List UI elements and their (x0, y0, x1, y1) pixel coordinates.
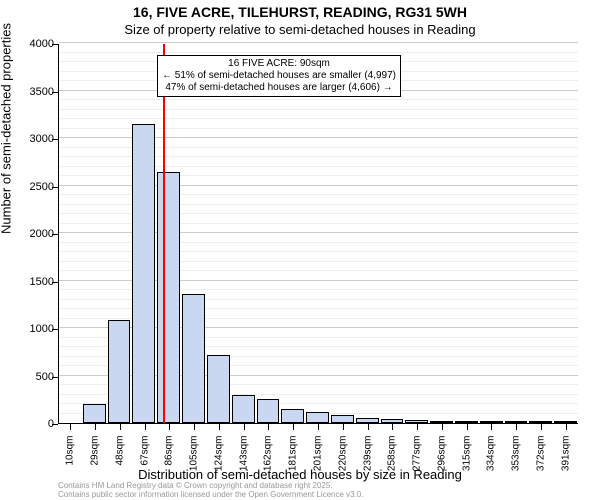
x-tick-label: 162sqm (263, 436, 274, 476)
y-tick-mark (52, 139, 58, 140)
y-tick-mark (52, 282, 58, 283)
x-tick-label: 105sqm (189, 436, 200, 476)
x-tick-mark (268, 424, 269, 430)
y-tick-label: 2000 (14, 228, 54, 240)
plot-area: 16 FIVE ACRE: 90sqm ← 51% of semi-detach… (58, 44, 578, 424)
x-tick-mark (169, 424, 170, 430)
annotation-box: 16 FIVE ACRE: 90sqm ← 51% of semi-detach… (157, 55, 401, 97)
x-tick-label: 48sqm (114, 436, 125, 476)
x-tick-label: 86sqm (164, 436, 175, 476)
bar (356, 418, 379, 423)
x-tick-label: 277sqm (412, 436, 423, 476)
x-tick-mark (516, 424, 517, 430)
reference-line (163, 44, 165, 423)
bar (232, 395, 255, 424)
x-tick-label: 315sqm (461, 436, 472, 476)
x-tick-mark (194, 424, 195, 430)
x-tick-mark (293, 424, 294, 430)
x-tick-mark (392, 424, 393, 430)
y-tick-label: 3000 (14, 133, 54, 145)
y-tick-label: 2500 (14, 181, 54, 193)
y-tick-label: 1000 (14, 323, 54, 335)
bar (455, 421, 478, 423)
x-tick-mark (442, 424, 443, 430)
x-tick-label: 181sqm (288, 436, 299, 476)
bar (83, 404, 106, 423)
x-tick-mark (566, 424, 567, 430)
y-tick-mark (52, 187, 58, 188)
x-tick-label: 296sqm (436, 436, 447, 476)
y-tick-mark (52, 424, 58, 425)
y-tick-label: 4000 (14, 38, 54, 50)
footer-line2: Contains public sector information licen… (58, 491, 364, 500)
y-tick-label: 1500 (14, 276, 54, 288)
x-tick-label: 372sqm (535, 436, 546, 476)
bar (405, 420, 428, 423)
x-tick-label: 258sqm (387, 436, 398, 476)
bar (505, 421, 528, 423)
bar (182, 294, 205, 423)
x-tick-label: 201sqm (313, 436, 324, 476)
x-tick-label: 220sqm (337, 436, 348, 476)
chart-container: 16, FIVE ACRE, TILEHURST, READING, RG31 … (0, 0, 600, 500)
x-tick-mark (120, 424, 121, 430)
gridline (59, 42, 578, 43)
x-tick-label: 239sqm (362, 436, 373, 476)
bar (207, 355, 230, 423)
y-tick-mark (52, 377, 58, 378)
x-tick-mark (541, 424, 542, 430)
x-tick-mark (368, 424, 369, 430)
x-tick-mark (343, 424, 344, 430)
y-tick-mark (52, 44, 58, 45)
bar (529, 421, 552, 423)
bar (132, 124, 155, 423)
y-axis-label: Number of semi-detached properties (0, 23, 14, 234)
annotation-line2: ← 51% of semi-detached houses are smalle… (162, 70, 396, 82)
y-tick-label: 3500 (14, 86, 54, 98)
y-tick-mark (52, 234, 58, 235)
bar (306, 412, 329, 423)
bar (480, 421, 503, 423)
x-tick-mark (491, 424, 492, 430)
annotation-line1: 16 FIVE ACRE: 90sqm (162, 58, 396, 70)
chart-subtitle: Size of property relative to semi-detach… (0, 22, 600, 37)
bar (108, 320, 131, 423)
x-tick-mark (95, 424, 96, 430)
x-tick-label: 334sqm (486, 436, 497, 476)
bar (381, 419, 404, 423)
x-tick-mark (219, 424, 220, 430)
x-tick-label: 391sqm (560, 436, 571, 476)
y-tick-label: 0 (14, 418, 54, 430)
chart-title: 16, FIVE ACRE, TILEHURST, READING, RG31 … (0, 4, 600, 20)
y-tick-mark (52, 329, 58, 330)
bars-group (59, 44, 578, 423)
annotation-line3: 47% of semi-detached houses are larger (… (162, 82, 396, 94)
x-tick-mark (70, 424, 71, 430)
x-tick-label: 10sqm (65, 436, 76, 476)
x-tick-label: 29sqm (90, 436, 101, 476)
x-tick-mark (244, 424, 245, 430)
y-tick-label: 500 (14, 371, 54, 383)
bar (157, 172, 180, 423)
x-tick-label: 124sqm (213, 436, 224, 476)
x-tick-label: 67sqm (139, 436, 150, 476)
y-tick-mark (52, 92, 58, 93)
x-tick-label: 143sqm (238, 436, 249, 476)
bar (257, 399, 280, 423)
bar (554, 421, 577, 423)
footer-attribution: Contains HM Land Registry data © Crown c… (58, 482, 364, 500)
bar (281, 409, 304, 423)
x-tick-mark (145, 424, 146, 430)
x-tick-label: 353sqm (511, 436, 522, 476)
bar (430, 421, 453, 423)
bar (331, 415, 354, 423)
x-tick-mark (467, 424, 468, 430)
x-tick-mark (318, 424, 319, 430)
x-tick-mark (417, 424, 418, 430)
